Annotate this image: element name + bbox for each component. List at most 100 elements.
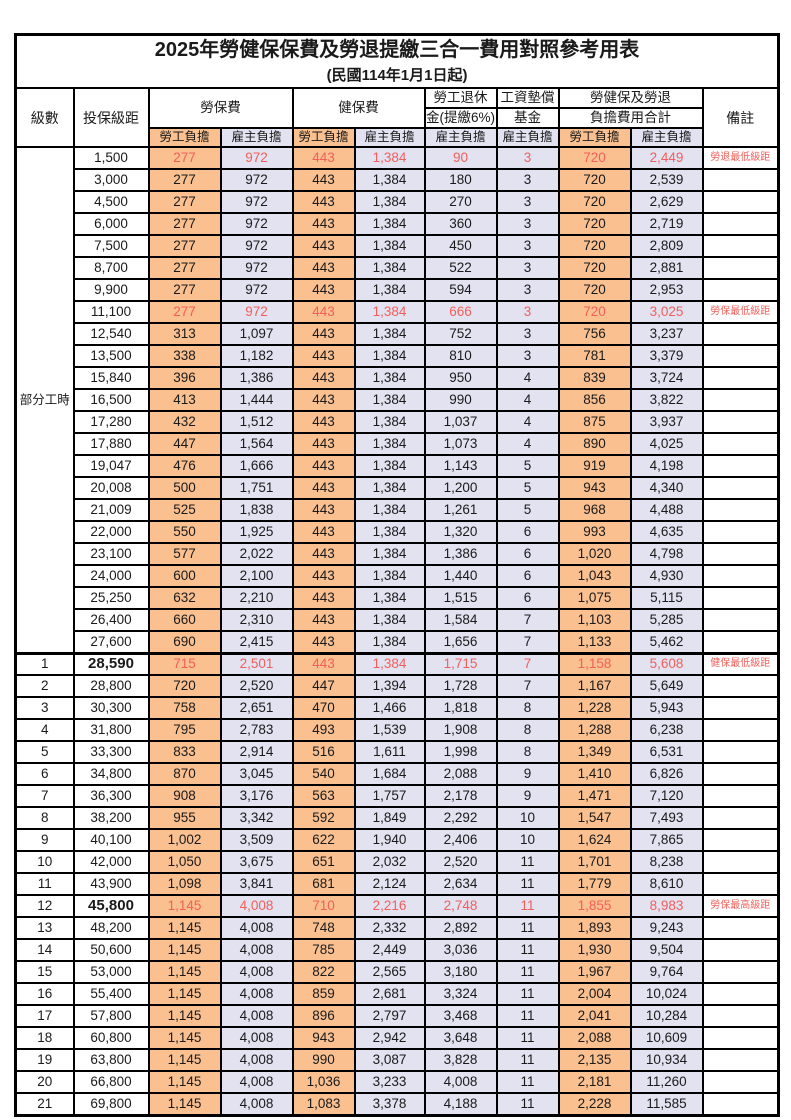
labor-employer-cell: 972	[219, 234, 294, 258]
table-row: 8,700 277 972 443 1,384 522 3 720 2,881	[16, 256, 780, 280]
table-row: 15 53,000 1,145 4,008 822 2,565 3,180 11 1,967 9,…	[14, 960, 780, 984]
table-row: 部分工時 1,500 277 972 443 1,384 90 3 720 2,449 勞退最低級距	[14, 146, 780, 654]
health-employer-cell: 1,384	[353, 146, 426, 170]
health-employer-cell: 1,384	[353, 454, 426, 478]
labor-employer-cell: 4,008	[219, 1004, 294, 1028]
labor-employer-cell: 1,925	[219, 520, 294, 544]
health-employer-cell: 2,449	[353, 938, 426, 962]
col-header-total-line1: 勞健保及勞退	[557, 87, 704, 109]
labor-employee-cell: 277	[147, 168, 222, 192]
remark-cell	[701, 938, 780, 962]
total-employer-cell: 2,719	[629, 212, 704, 236]
pension-employer-cell: 3,324	[423, 982, 498, 1006]
total-employee-cell: 1,855	[557, 894, 632, 918]
remark-cell	[701, 960, 780, 984]
labor-employer-cell: 2,783	[219, 718, 294, 742]
remark-cell	[701, 476, 780, 500]
bracket-cell: 19,047	[72, 454, 150, 478]
health-employee-cell: 563	[291, 784, 356, 808]
bracket-cell: 9,900	[72, 278, 150, 302]
subheader-health-employer: 雇主負擔	[353, 127, 426, 148]
labor-employee-cell: 1,145	[147, 960, 222, 984]
pension-employer-cell: 2,406	[423, 828, 498, 852]
health-employee-cell: 443	[291, 542, 356, 566]
remark-cell: 勞保最低級距	[701, 300, 780, 324]
remark-cell	[701, 674, 780, 698]
total-employer-cell: 3,025	[629, 300, 704, 324]
labor-employee-cell: 1,145	[147, 1070, 222, 1094]
bracket-cell: 6,000	[72, 212, 150, 236]
table-row: 13,500 338 1,182 443 1,384 810 3 781 3,379	[16, 344, 780, 368]
pension-employer-cell: 752	[423, 322, 498, 346]
wage-fund-employer-cell: 11	[495, 982, 560, 1006]
col-header-pension-line1: 勞工退休	[423, 87, 498, 109]
wage-fund-employer-cell: 5	[495, 454, 560, 478]
remark-cell	[701, 432, 780, 456]
health-employee-cell: 443	[291, 454, 356, 478]
bracket-cell: 1,500	[72, 146, 150, 170]
table-row: 12,540 313 1,097 443 1,384 752 3 756 3,237	[16, 322, 780, 346]
total-employer-cell: 8,610	[629, 872, 704, 896]
bracket-cell: 30,300	[72, 696, 150, 720]
wage-fund-employer-cell: 3	[495, 278, 560, 302]
wage-fund-employer-cell: 3	[495, 256, 560, 280]
table-row: 6 34,800 870 3,045 540 1,684 2,088 9 1,410 6,826	[14, 762, 780, 786]
wage-fund-employer-cell: 9	[495, 784, 560, 808]
labor-employer-cell: 2,415	[219, 630, 294, 654]
page-subtitle: (民國114年1月1日起)	[326, 67, 468, 84]
bracket-cell: 8,700	[72, 256, 150, 280]
total-employer-cell: 9,243	[629, 916, 704, 940]
health-employee-cell: 748	[291, 916, 356, 940]
health-employee-cell: 443	[291, 190, 356, 214]
total-employee-cell: 1,075	[557, 586, 632, 610]
health-employee-cell: 443	[291, 168, 356, 192]
col-header-pension-line2: 金(提繳6%)	[423, 107, 498, 129]
total-employee-cell: 781	[557, 344, 632, 368]
health-employer-cell: 2,332	[353, 916, 426, 940]
pension-employer-cell: 1,200	[423, 476, 498, 500]
health-employer-cell: 3,087	[353, 1048, 426, 1072]
pension-employer-cell: 270	[423, 190, 498, 214]
wage-fund-employer-cell: 3	[495, 212, 560, 236]
title-block: 2025年勞健保保費及勞退提繳三合一費用對照參考用表 (民國114年1月1日起)	[14, 33, 780, 89]
pension-employer-cell: 1,515	[423, 586, 498, 610]
total-employer-cell: 11,260	[629, 1070, 704, 1094]
health-employer-cell: 1,466	[353, 696, 426, 720]
labor-employer-cell: 2,310	[219, 608, 294, 632]
pension-employer-cell: 950	[423, 366, 498, 390]
bracket-cell: 25,250	[72, 586, 150, 610]
page-title: 2025年勞健保保費及勞退提繳三合一費用對照參考用表	[154, 39, 640, 61]
remark-cell	[701, 762, 780, 786]
total-employee-cell: 756	[557, 322, 632, 346]
health-employer-cell: 1,394	[353, 674, 426, 698]
remark-cell	[701, 982, 780, 1006]
health-employer-cell: 1,384	[353, 256, 426, 280]
health-employee-cell: 443	[291, 498, 356, 522]
wage-fund-employer-cell: 5	[495, 476, 560, 500]
table-row: 1 28,590 715 2,501 443 1,384 1,715 7 1,158 5,608 健…	[14, 651, 780, 676]
table-row: 22,000 550 1,925 443 1,384 1,320 6 993 4,635	[16, 520, 780, 544]
table-row: 3 30,300 758 2,651 470 1,466 1,818 8 1,228 5,943	[14, 696, 780, 720]
pension-employer-cell: 1,656	[423, 630, 498, 654]
health-employer-cell: 2,032	[353, 850, 426, 874]
total-employer-cell: 8,238	[629, 850, 704, 874]
total-employee-cell: 2,088	[557, 1026, 632, 1050]
total-employee-cell: 2,004	[557, 982, 632, 1006]
subheader-total-employee: 勞工負擔	[557, 127, 632, 148]
pension-employer-cell: 90	[423, 146, 498, 170]
labor-employee-cell: 1,145	[147, 1092, 222, 1116]
grade-cell: 2	[14, 674, 75, 698]
wage-fund-employer-cell: 8	[495, 718, 560, 742]
wage-fund-employer-cell: 7	[495, 608, 560, 632]
table-row: 25,250 632 2,210 443 1,384 1,515 6 1,075 5,115	[16, 586, 780, 610]
total-employer-cell: 4,025	[629, 432, 704, 456]
health-employer-cell: 1,384	[353, 608, 426, 632]
labor-employee-cell: 660	[147, 608, 222, 632]
pension-employer-cell: 1,818	[423, 696, 498, 720]
health-employer-cell: 1,384	[353, 190, 426, 214]
subheader-labor-employer: 雇主負擔	[219, 127, 294, 148]
labor-employer-cell: 972	[219, 146, 294, 170]
col-header-remark: 備註	[701, 87, 780, 148]
health-employer-cell: 3,233	[353, 1070, 426, 1094]
labor-employee-cell: 1,050	[147, 850, 222, 874]
